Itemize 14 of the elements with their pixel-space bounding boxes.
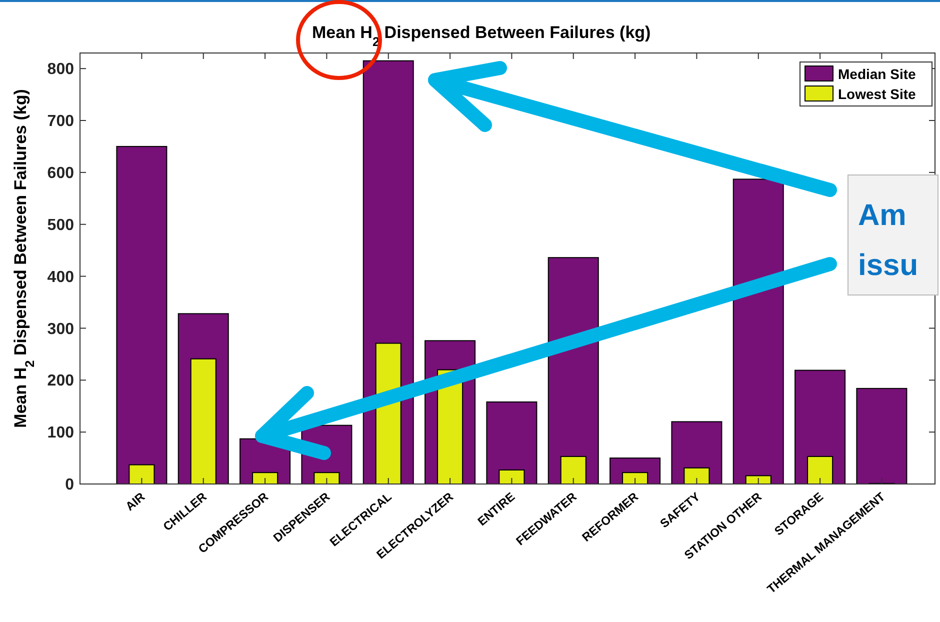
y-tick-label: 400 [47,268,74,286]
y-tick-label: 700 [47,113,74,130]
annotation: Am [858,199,906,232]
y-tick-label: 800 [47,61,74,78]
y-tick-label: 600 [47,165,74,182]
legend-label: Lowest Site [838,86,916,102]
y-tick-label: 300 [47,320,74,338]
y-tick-label: 200 [47,372,74,390]
y-tick-label: 100 [47,424,74,442]
y-tick-label: 0 [65,476,74,494]
y-tick-label: 500 [47,216,74,234]
annotation: issu [858,249,918,282]
legend-label: Median Site [838,66,916,82]
x-tick-label: AIR [122,489,148,514]
